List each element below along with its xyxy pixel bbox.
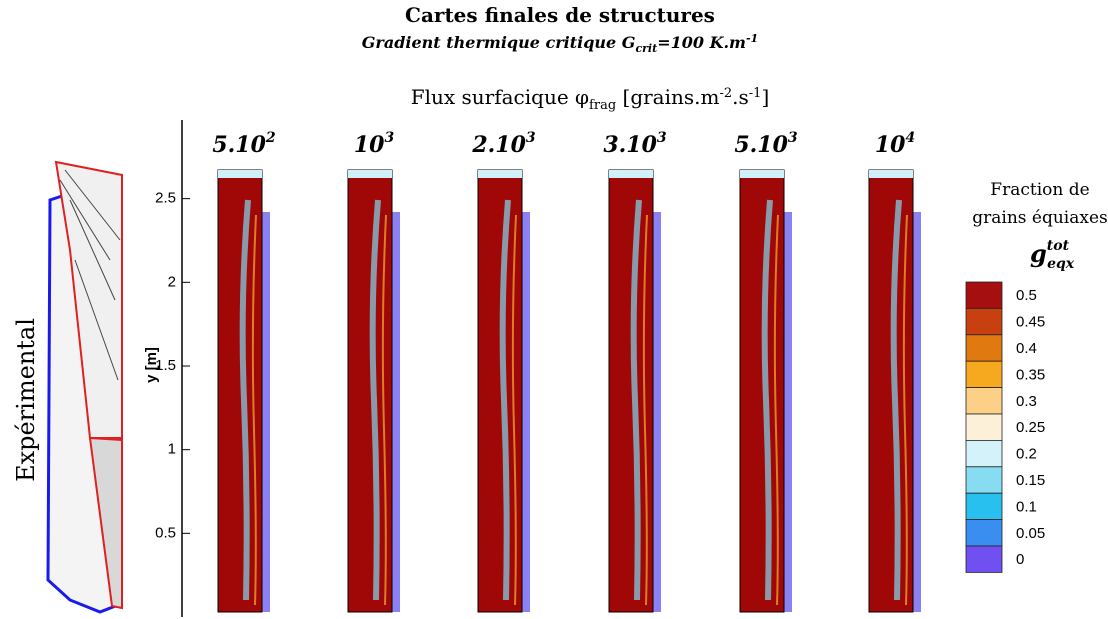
front	[511, 214, 517, 606]
panel-label: 103	[354, 130, 395, 158]
colorbar-box	[965, 519, 1003, 547]
colorbar-box	[965, 492, 1003, 521]
colorbar-symbol: gtot eqx	[1030, 238, 1075, 272]
y-tick-label: 2	[168, 273, 176, 290]
front	[890, 199, 902, 601]
flux-sub: frag	[589, 98, 616, 113]
front	[381, 214, 387, 606]
flux-sup: -1	[749, 86, 762, 101]
panel-exp: 3	[384, 130, 394, 146]
colorbar-label: 0.5	[1016, 287, 1037, 304]
flux-sup: -2	[719, 86, 732, 101]
flux-unit: .s	[732, 85, 749, 109]
colorbar-label: 0	[1016, 551, 1024, 568]
flux-label: Flux surfacique φfrag [grains.m-2.s-1]	[411, 85, 770, 113]
panel-exp: 3	[657, 130, 667, 146]
panel-label: 104	[875, 130, 915, 158]
front	[239, 199, 251, 601]
panel-base: 3.10	[603, 132, 657, 158]
colorbar-label: 0.15	[1016, 472, 1045, 489]
colorbar-label: 0.3	[1016, 393, 1037, 410]
flux-text: Flux surfacique φ	[411, 85, 589, 109]
subscript: crit	[635, 42, 657, 55]
experimental-label: Expérimental	[12, 318, 40, 482]
front	[902, 214, 908, 606]
colorbar-title: grains équiaxes	[972, 208, 1108, 228]
top-edge	[478, 170, 522, 178]
top-edge	[218, 170, 262, 178]
title: Cartes finales de structures	[405, 3, 715, 27]
colorbar-box	[965, 281, 1003, 309]
top-edge	[869, 170, 913, 178]
front	[369, 199, 381, 601]
symbol: G	[622, 33, 636, 52]
y-axis-label: y [m]	[143, 347, 160, 383]
colorbar-box	[965, 334, 1003, 362]
panel-label: 5.103	[734, 130, 798, 158]
value: =100 K.m	[657, 33, 746, 52]
colorbar-box	[965, 360, 1003, 389]
front	[499, 199, 511, 601]
colorbar-box	[965, 413, 1003, 441]
top-edge	[740, 170, 784, 178]
panel-base: 5.10	[734, 132, 788, 158]
front	[251, 214, 257, 606]
colorbar-box	[965, 387, 1003, 415]
colorbar-label: 0.25	[1016, 419, 1045, 436]
panel-exp: 2	[265, 130, 276, 146]
colorbar-label: 0.35	[1016, 366, 1045, 383]
colorbar-title: Fraction de	[990, 180, 1089, 200]
panel-base: 10	[354, 132, 385, 158]
panel-exp: 3	[788, 130, 798, 146]
panel-base: 2.10	[471, 132, 526, 158]
colorbar-label: 0.45	[1016, 314, 1045, 331]
top-edge	[609, 170, 653, 178]
sub: eqx	[1047, 256, 1075, 272]
sup: tot	[1047, 238, 1070, 254]
subtitle: Gradient thermique critique Gcrit=100 K.…	[362, 32, 758, 55]
flux-unit: ]	[761, 85, 769, 109]
superscript: -1	[746, 32, 758, 45]
colorbar-label: 0.4	[1016, 340, 1037, 357]
colorbar-box	[965, 545, 1003, 573]
colorbar-box	[965, 466, 1003, 494]
y-tick-label: 0.5	[155, 524, 176, 541]
front	[630, 199, 642, 601]
panel-base: 5.10	[212, 132, 266, 158]
colorbar-label: 0.05	[1016, 525, 1045, 542]
panel-label: 2.103	[471, 130, 536, 158]
front	[642, 214, 648, 606]
top-edge	[348, 170, 392, 178]
colorbar-box	[965, 307, 1003, 336]
front	[773, 214, 779, 606]
colorbar-label: 0.2	[1016, 446, 1037, 463]
y-tick-label: 2.5	[155, 190, 176, 207]
front	[761, 199, 773, 601]
experimental-sketch	[46, 160, 123, 614]
panel-exp: 3	[526, 130, 536, 146]
panel-label: 5.102	[212, 130, 276, 158]
symbol: g	[1030, 239, 1047, 268]
flux-unit: [grains.m	[616, 85, 719, 109]
colorbar-box	[965, 439, 1003, 468]
panel-base: 10	[875, 132, 906, 158]
subtitle-text: Gradient thermique critique	[362, 33, 622, 52]
panel-exp: 4	[905, 130, 915, 146]
y-tick-label: 1	[168, 441, 176, 458]
colorbar-label: 0.1	[1016, 498, 1037, 515]
y-tick-label: 1.5	[155, 357, 176, 374]
panel-label: 3.103	[603, 130, 667, 158]
